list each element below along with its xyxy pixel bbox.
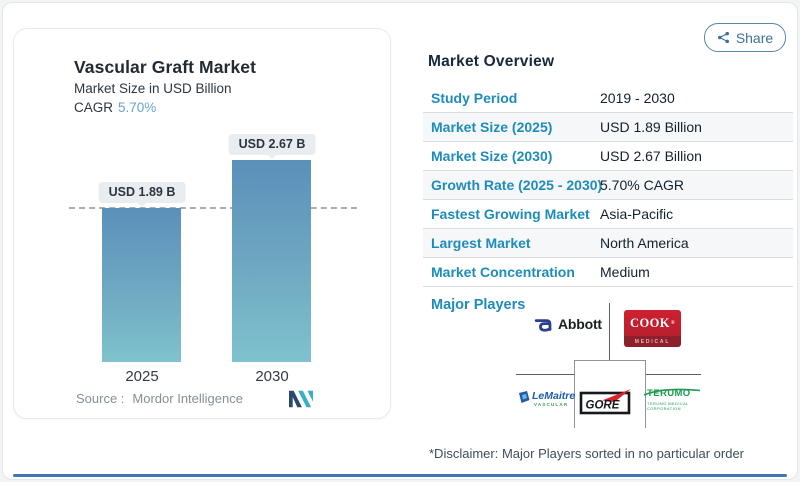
bar-value-label-2025: USD 1.89 B xyxy=(98,182,186,203)
bottom-accent-bar xyxy=(13,474,787,477)
overview-table: Study Period 2019 - 2030 Market Size (20… xyxy=(423,84,793,287)
lemaitre-wordmark: LeMaitre xyxy=(532,390,576,402)
share-nodes-icon xyxy=(717,31,729,44)
row-value: North America xyxy=(600,235,689,251)
terumo-swoosh-icon xyxy=(643,388,701,396)
bar-2030 xyxy=(232,160,311,362)
abbott-a-icon xyxy=(534,318,552,332)
terumo-logo: TERUMO TERUMO MEDICAL CORPORATION xyxy=(643,388,703,411)
lemaitre-logo: LeMaitre VASCULAR xyxy=(519,391,575,407)
x-axis-label-2025: 2025 xyxy=(125,368,159,385)
row-value: 5.70% CAGR xyxy=(600,177,685,193)
bar-label-pointer-2030 xyxy=(267,154,277,159)
table-row: Study Period 2019 - 2030 xyxy=(423,84,793,113)
table-row: Market Size (2030) USD 2.67 Billion xyxy=(423,142,793,171)
row-label: Largest Market xyxy=(431,235,531,251)
source-name: Mordor Intelligence xyxy=(132,391,243,406)
cook-wordmark: COOK ® xyxy=(624,310,681,336)
row-value: Medium xyxy=(600,264,650,280)
cook-medical-sub: MEDICAL xyxy=(624,336,681,347)
x-axis-label-2030: 2030 xyxy=(255,368,289,385)
abbott-logo: Abbott xyxy=(534,316,602,332)
bar-value-label-2030: USD 2.67 B xyxy=(228,134,316,155)
row-value: 2019 - 2030 xyxy=(600,90,675,106)
overview-heading: Market Overview xyxy=(428,53,555,70)
row-value: USD 2.67 Billion xyxy=(600,148,702,164)
chart-subtitle: Market Size in USD Billion xyxy=(74,81,232,96)
lemaitre-vascular-sub: VASCULAR xyxy=(534,401,569,407)
players-horizontal-divider-left xyxy=(516,374,574,375)
players-horizontal-divider-right xyxy=(644,374,701,375)
disclaimer-text: *Disclaimer: Major Players sorted in no … xyxy=(429,446,745,461)
lemaitre-flag-icon xyxy=(519,391,530,403)
chart-cagr: CAGR 5.70% xyxy=(74,100,156,115)
cook-registered-mark: ® xyxy=(670,320,675,326)
major-players-label: Major Players xyxy=(431,297,526,313)
bar-2025 xyxy=(102,208,181,362)
abbott-wordmark: Abbott xyxy=(558,316,602,332)
cagr-value: 5.70% xyxy=(118,100,157,115)
players-vertical-divider xyxy=(609,303,610,360)
row-label: Market Size (2025) xyxy=(431,119,553,135)
row-label: Fastest Growing Market xyxy=(431,206,590,222)
terumo-sub-text: TERUMO MEDICAL CORPORATION xyxy=(647,400,689,411)
source-row: Source : Mordor Intelligence xyxy=(76,391,243,406)
cook-name: COOK xyxy=(630,315,670,330)
table-row: Fastest Growing Market Asia-Pacific xyxy=(423,200,793,229)
chart-card: Vascular Graft Market Market Size in USD… xyxy=(13,28,391,419)
gore-wordmark: GORE xyxy=(586,400,620,412)
row-label: Market Concentration xyxy=(431,264,575,280)
row-label: Market Size (2030) xyxy=(431,148,553,164)
row-value: USD 1.89 Billion xyxy=(600,119,702,135)
cagr-label: CAGR xyxy=(74,100,114,115)
lemaitre-text: LeMaitre VASCULAR xyxy=(532,391,575,407)
row-value: Asia-Pacific xyxy=(600,206,674,222)
row-label: Growth Rate (2025 - 2030) xyxy=(431,177,603,193)
table-row: Market Concentration Medium xyxy=(423,258,793,287)
bar-label-pointer-2025 xyxy=(137,202,147,207)
cook-medical-logo: COOK ® MEDICAL xyxy=(624,310,681,347)
row-label: Study Period xyxy=(431,90,518,106)
share-button[interactable]: Share xyxy=(704,23,786,52)
reference-dashed-line xyxy=(69,207,357,209)
source-label: Source : xyxy=(76,391,125,406)
gore-logo: GORE xyxy=(579,389,631,415)
terumo-name-text: TERUMO xyxy=(647,388,691,399)
terumo-wordmark: TERUMO xyxy=(643,388,703,399)
mordor-intelligence-logo-icon xyxy=(289,390,313,408)
chart-title: Vascular Graft Market xyxy=(74,57,257,77)
table-row: Growth Rate (2025 - 2030) 5.70% CAGR xyxy=(423,171,793,200)
table-row: Market Size (2025) USD 1.89 Billion xyxy=(423,113,793,142)
table-row: Largest Market North America xyxy=(423,229,793,258)
share-button-label: Share xyxy=(735,29,774,46)
